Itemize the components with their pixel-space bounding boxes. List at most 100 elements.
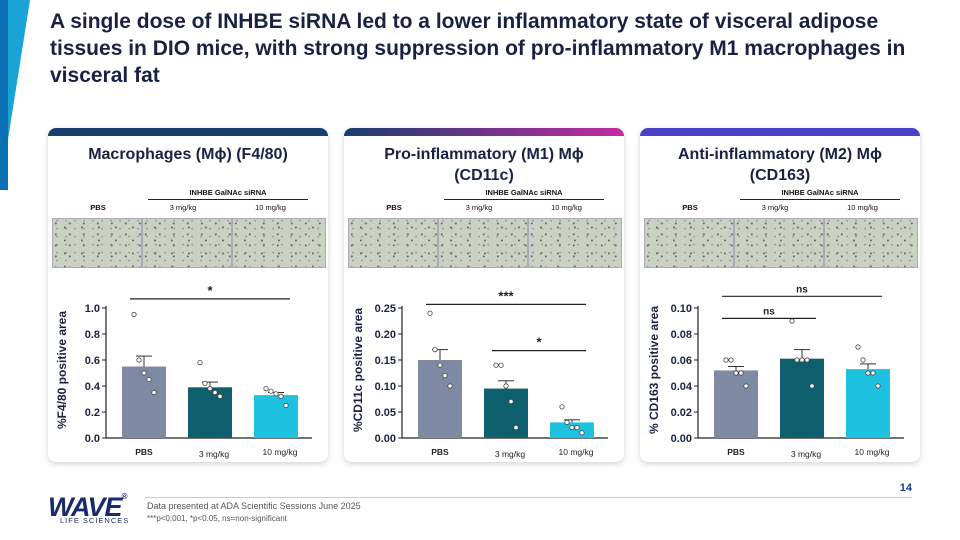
y-tick-label: 0.04	[671, 381, 693, 393]
y-axis-label: %F4/80 positive area	[55, 311, 69, 429]
panel-m1: Pro-inflammatory (M1) Mϕ (CD11c) INHBE G…	[344, 128, 624, 462]
col-label-3mg: 3 mg/kg	[761, 203, 789, 212]
x-tick-label: 3 mg/kg	[495, 449, 526, 459]
col-label-10mg: 10 mg/kg	[255, 203, 286, 212]
data-point	[728, 357, 734, 363]
footer-divider	[145, 497, 912, 498]
histology-image-10mg	[232, 218, 326, 268]
group-underline	[148, 199, 308, 200]
col-label-3mg: 3 mg/kg	[169, 203, 197, 212]
data-point	[723, 357, 729, 363]
group-label: INHBE GalNAc siRNA	[781, 188, 859, 197]
data-point	[875, 383, 881, 389]
data-point	[794, 357, 800, 363]
x-tick-label: PBS	[431, 447, 449, 457]
panel-title-line1: Anti-inflammatory (M2) Mϕ	[678, 146, 882, 163]
data-point	[493, 362, 499, 368]
panel-macrophages: Macrophages (Mϕ) (F4/80) INHBE GalNAc si…	[48, 128, 328, 462]
bar-0	[714, 370, 758, 438]
y-tick-label: 0.4	[85, 381, 101, 393]
data-point	[564, 419, 570, 425]
histology-image-pbs	[52, 218, 142, 268]
col-label-3mg: 3 mg/kg	[465, 203, 493, 212]
col-label-10mg: 10 mg/kg	[551, 203, 582, 212]
histology-image-10mg	[528, 218, 622, 268]
bar-chart-cd163: % CD163 positive area 0.00 0.02 0.04 0.06 0.0…	[647, 284, 904, 459]
x-tick-label: PBS	[135, 447, 153, 457]
panel-title-line2: (CD163)	[749, 167, 811, 184]
y-tick-label: 0.6	[85, 355, 100, 367]
data-point	[278, 393, 284, 399]
page-number: 14	[899, 482, 912, 494]
data-point	[569, 425, 575, 431]
histology-image-3mg	[438, 218, 528, 268]
footnote-source: Data presented at ADA Scientific Session…	[147, 501, 361, 511]
data-point	[865, 370, 871, 376]
histology-image-3mg	[142, 218, 232, 268]
panel-title-line1: Macrophages (Mϕ) (F4/80)	[88, 146, 288, 163]
slide-title: A single dose of INHBE siRNA led to a lo…	[50, 10, 906, 87]
data-point	[427, 310, 433, 316]
data-point	[503, 383, 509, 389]
panel-accent-bar	[48, 128, 328, 136]
x-tick-label: PBS	[727, 447, 745, 457]
data-point	[151, 389, 157, 396]
data-point	[860, 357, 866, 363]
col-label-pbs: PBS	[386, 203, 402, 212]
data-point	[513, 425, 519, 431]
data-point	[283, 402, 289, 409]
panel-title: Pro-inflammatory (M1) Mϕ (CD11c)	[344, 144, 624, 186]
data-point	[498, 362, 504, 368]
data-point	[809, 383, 815, 389]
data-point	[146, 376, 152, 383]
y-tick-label: 0.2	[85, 407, 100, 419]
data-point	[442, 373, 448, 379]
histology-image-pbs	[644, 218, 734, 268]
footnote-significance: ***p<0.001, *p<0.05, ns=non-significant	[147, 514, 287, 523]
x-tick-label: 10 mg/kg	[855, 447, 890, 457]
significance-label: ns	[763, 306, 775, 317]
panel-accent-bar	[640, 128, 920, 136]
data-point	[263, 386, 269, 392]
data-point	[789, 318, 795, 324]
x-tick-label: 3 mg/kg	[791, 449, 822, 459]
data-point	[559, 404, 565, 410]
bar-2	[550, 422, 594, 438]
group-label: INHBE GalNAc siRNA	[485, 188, 563, 197]
y-tick-label: 0.05	[375, 407, 396, 419]
data-point	[141, 370, 147, 376]
significance-label: *	[536, 335, 542, 350]
bar-1	[780, 358, 824, 438]
data-point	[197, 360, 203, 366]
histology-image-pbs	[348, 218, 438, 268]
data-point	[273, 391, 279, 397]
col-label-pbs: PBS	[682, 203, 698, 212]
significance-label: *	[207, 283, 213, 298]
y-tick-label: 0.20	[375, 329, 396, 341]
bar-chart-cd11c: %CD11c positive area 0.00 0.05 0.10 0.15 0.20…	[351, 288, 608, 459]
significance-label: ns	[796, 284, 808, 295]
y-tick-label: 1.0	[85, 303, 100, 315]
y-tick-label: 0.10	[375, 381, 396, 393]
data-point	[743, 383, 749, 389]
y-tick-label: 0.25	[375, 303, 396, 315]
data-point	[579, 430, 585, 436]
panel-title: Macrophages (Mϕ) (F4/80)	[48, 144, 328, 165]
data-point	[202, 380, 208, 387]
y-axis-label: % CD163 positive area	[647, 306, 661, 434]
y-tick-label: 0.8	[85, 329, 100, 341]
y-tick-label: 0.10	[671, 303, 692, 315]
panel-title-line2: (CD11c)	[454, 167, 514, 184]
y-tick-label: 0.15	[375, 355, 396, 367]
bar-1	[188, 387, 232, 438]
data-point	[447, 383, 453, 389]
y-tick-label: 0.06	[671, 355, 692, 367]
panel-title-line1: Pro-inflammatory (M1) Mϕ	[384, 146, 584, 163]
data-point	[268, 388, 274, 394]
significance-label: ***	[498, 288, 514, 303]
bar-2	[846, 369, 890, 438]
bar-1	[484, 388, 528, 438]
data-point	[738, 370, 744, 376]
y-tick-label: 0.0	[85, 433, 100, 445]
panel-accent-bar	[344, 128, 624, 136]
